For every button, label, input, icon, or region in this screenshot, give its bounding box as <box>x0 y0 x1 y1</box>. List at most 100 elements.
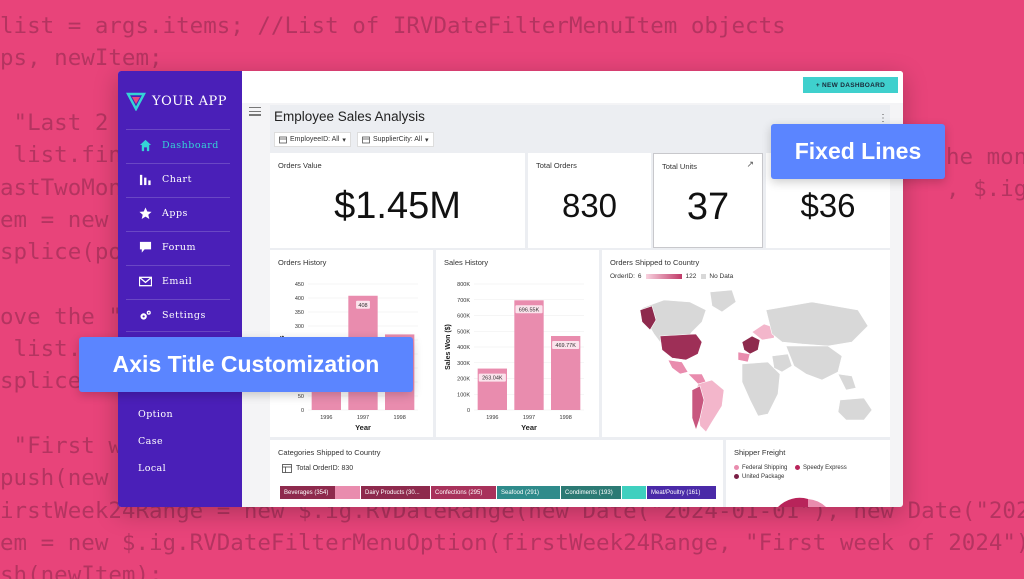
code-line: ove the " <box>0 303 122 330</box>
y-tick-label: 350 <box>295 310 304 316</box>
data-label-bg <box>552 341 580 350</box>
y-tick-label: 500K <box>457 329 470 335</box>
expand-icon[interactable]: ↗ <box>746 159 754 169</box>
map-region-asia <box>785 345 843 381</box>
map-region-middle-east <box>771 353 793 373</box>
data-label-bg <box>356 300 370 309</box>
pie-slice <box>778 497 808 507</box>
kpi-total-orders[interactable]: Total Orders 830 <box>528 153 651 248</box>
sidebar-item-label: Email <box>162 276 193 287</box>
sidebar-divider <box>126 331 230 332</box>
sidebar-item-case[interactable]: Case <box>138 436 164 447</box>
x-tick-label: 1996 <box>486 415 498 421</box>
treemap-cell-4[interactable]: Seafood (291) <box>497 486 560 499</box>
orders-map-card[interactable]: Orders Shipped to Country OrderID: 6 122… <box>602 250 890 437</box>
treemap-cell-0[interactable]: Beverages (354) <box>280 486 335 499</box>
sidebar-item-apps[interactable]: Apps <box>126 197 230 229</box>
code-line: astTwoMont <box>0 174 136 201</box>
map-legend-nodata-swatch <box>701 274 707 279</box>
data-label: 263.04K <box>482 376 503 382</box>
more-options-icon[interactable]: ⋮ <box>878 113 888 124</box>
sidebar-item-label: Forum <box>162 242 196 253</box>
code-line: push(new $ <box>0 465 136 492</box>
categories-total: Total OrderID: 830 <box>282 464 353 473</box>
map-region-africa <box>741 361 781 417</box>
map-legend: OrderID: 6 122 No Data <box>610 273 733 280</box>
table-icon <box>282 464 292 473</box>
treemap-cell-label: Meat/Poultry (161) <box>651 489 701 496</box>
x-axis-title: Year <box>521 423 537 432</box>
sales-history-card[interactable]: Sales History 0 100K 200K 300K 400K 500K 600K 7… <box>436 250 599 437</box>
treemap-cell-6[interactable] <box>622 486 646 499</box>
treemap-cell-3[interactable]: Confections (295) <box>431 486 496 499</box>
treemap-cell-1[interactable] <box>335 486 360 499</box>
filter-label: EmployeeID: All <box>290 136 340 143</box>
treemap-cell-5[interactable]: Condiments (193) <box>561 486 621 499</box>
data-label: 469.77K <box>555 343 576 349</box>
code-line: sh(newItem); <box>0 562 163 579</box>
data-label-bg <box>478 373 506 382</box>
mail-icon <box>139 276 152 287</box>
sidebar-item-settings[interactable]: Settings <box>126 299 230 331</box>
kpi-orders-value[interactable]: Orders Value $1.45M <box>270 153 525 248</box>
y-tick-label: 100K <box>457 392 470 398</box>
y-tick-label: 400 <box>295 296 304 302</box>
kpi-value: 830 <box>561 187 618 224</box>
x-tick-label: 1998 <box>560 415 572 421</box>
kpi-value: $36 <box>800 187 856 224</box>
brand[interactable]: YOUR APP <box>126 91 227 111</box>
shipper-legend-item: United Package <box>734 473 785 480</box>
kpi-value: $1.45M <box>334 185 461 227</box>
shipper-freight-card[interactable]: Shipper Freight Federal Shipping Speedy … <box>726 440 890 507</box>
filter-employee-id[interactable]: EmployeeID: All ▾ <box>274 132 351 147</box>
bar <box>514 300 544 410</box>
sidebar-item-label: Dashboard <box>162 140 219 151</box>
world-map <box>639 289 873 433</box>
treemap-cell-2[interactable]: Dairy Products (30... <box>361 486 430 499</box>
treemap-cell-label: Condiments (193) <box>565 489 613 496</box>
code-line: list.find <box>0 142 136 169</box>
map-region-germany <box>741 335 761 355</box>
code-line: em = new $ <box>0 206 136 233</box>
shipper-legend-label: Speedy Express <box>803 465 847 471</box>
sidebar-item-option[interactable]: Option <box>138 409 173 420</box>
sidebar-item-email[interactable]: Email <box>126 265 230 297</box>
filter-supplier-city[interactable]: SupplierCity: All ▾ <box>357 132 434 147</box>
y-tick-label: 700K <box>457 298 470 304</box>
data-label: 408 <box>358 303 367 309</box>
fixed-lines-callout: Fixed Lines <box>771 124 945 179</box>
x-tick-label: 1997 <box>523 415 535 421</box>
map-legend-min: 6 <box>637 273 642 280</box>
kpi-value: 37 <box>686 186 730 228</box>
categories-card[interactable]: Categories Shipped to Country Total Orde… <box>270 440 723 507</box>
code-line: , $.ig.RV <box>946 176 1024 202</box>
sidebar-item-label: Chart <box>162 174 192 185</box>
sidebar-item-local[interactable]: Local <box>138 463 167 474</box>
shipper-legend-label: Federal Shipping <box>742 465 788 471</box>
categories-total-label: Total OrderID: 830 <box>296 465 354 472</box>
map-legend-label: OrderID: <box>610 273 635 280</box>
categories-title: Categories Shipped to Country <box>278 448 381 457</box>
kpi-total-units[interactable]: Total Units ↗ 37 <box>653 153 763 248</box>
code-line: "Last 2 <box>0 109 122 136</box>
sidebar-item-dashboard[interactable]: Dashboard <box>126 129 230 161</box>
map-region-alaska <box>639 305 657 331</box>
chart-title: Orders History <box>278 258 327 267</box>
map-region-usa <box>659 333 703 361</box>
kpi-title: Total Orders <box>536 161 577 170</box>
x-tick-label: 1996 <box>320 415 332 421</box>
y-tick-label: 450 <box>295 282 304 288</box>
shipper-legend-label: United Package <box>742 474 785 480</box>
sidebar-item-chart[interactable]: Chart <box>126 163 230 195</box>
sidebar-item-forum[interactable]: Forum <box>126 231 230 263</box>
treemap-cell-7[interactable]: Meat/Poultry (161) <box>647 486 716 499</box>
app-window: YOUR APP Dashboard Chart Apps Forum Emai… <box>118 71 903 507</box>
hamburger-menu-icon[interactable] <box>249 107 261 117</box>
y-tick-label: 400K <box>457 345 470 351</box>
new-dashboard-button[interactable]: + NEW DASHBOARD <box>803 77 898 93</box>
bar-chart-icon <box>139 174 151 186</box>
y-tick-label: 600K <box>457 314 470 320</box>
code-line: list. <box>0 336 82 362</box>
kpi-title: Total Units <box>662 162 698 171</box>
code-line: he mon <box>946 144 1024 170</box>
